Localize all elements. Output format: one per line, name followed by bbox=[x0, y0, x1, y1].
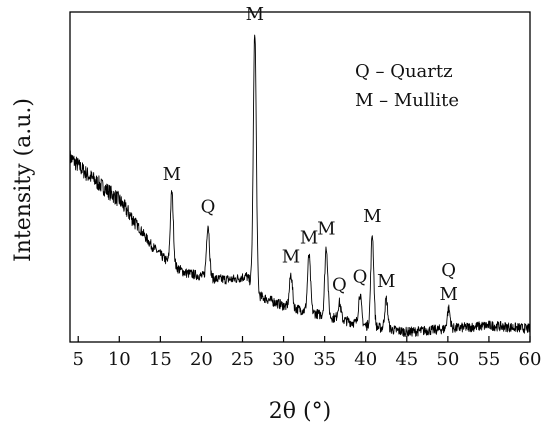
legend-entry-quartz: Q – Quartz bbox=[355, 61, 453, 82]
x-tick-label: 60 bbox=[519, 349, 542, 370]
x-tick-label: 45 bbox=[395, 349, 418, 370]
diffraction-pattern bbox=[69, 34, 531, 338]
x-tick-label: 15 bbox=[149, 349, 172, 370]
x-axis-title: 2θ (°) bbox=[269, 399, 331, 424]
x-tick-label: 50 bbox=[436, 349, 459, 370]
x-tick-label: 20 bbox=[190, 349, 213, 370]
x-tick-label: 5 bbox=[72, 349, 83, 370]
plot-frame bbox=[69, 11, 531, 343]
peak-label: M bbox=[363, 206, 381, 227]
x-axis-ticks: 5 10 15 20 25 30 35 40 45 50 55 60 bbox=[72, 336, 541, 370]
peak-label: M bbox=[300, 228, 318, 249]
x-tick-label: 55 bbox=[477, 349, 500, 370]
y-axis-title: Intensity (a.u.) bbox=[11, 98, 36, 262]
peak-label: Q bbox=[332, 275, 347, 296]
peak-label: M bbox=[282, 246, 300, 267]
x-tick-label: 25 bbox=[231, 349, 254, 370]
peak-label: Q bbox=[353, 266, 368, 287]
peak-label: M bbox=[377, 271, 395, 292]
x-tick-label: 30 bbox=[272, 349, 295, 370]
peak-label: M bbox=[246, 4, 264, 25]
legend-entry-mullite: M – Mullite bbox=[355, 90, 459, 111]
peak-label: M bbox=[163, 164, 181, 185]
x-tick-label: 40 bbox=[354, 349, 377, 370]
x-tick-label: 35 bbox=[313, 349, 336, 370]
peak-label: Q bbox=[201, 197, 216, 218]
peak-label: M bbox=[317, 219, 335, 240]
x-tick-label: 10 bbox=[108, 349, 131, 370]
pattern-line bbox=[69, 34, 531, 338]
